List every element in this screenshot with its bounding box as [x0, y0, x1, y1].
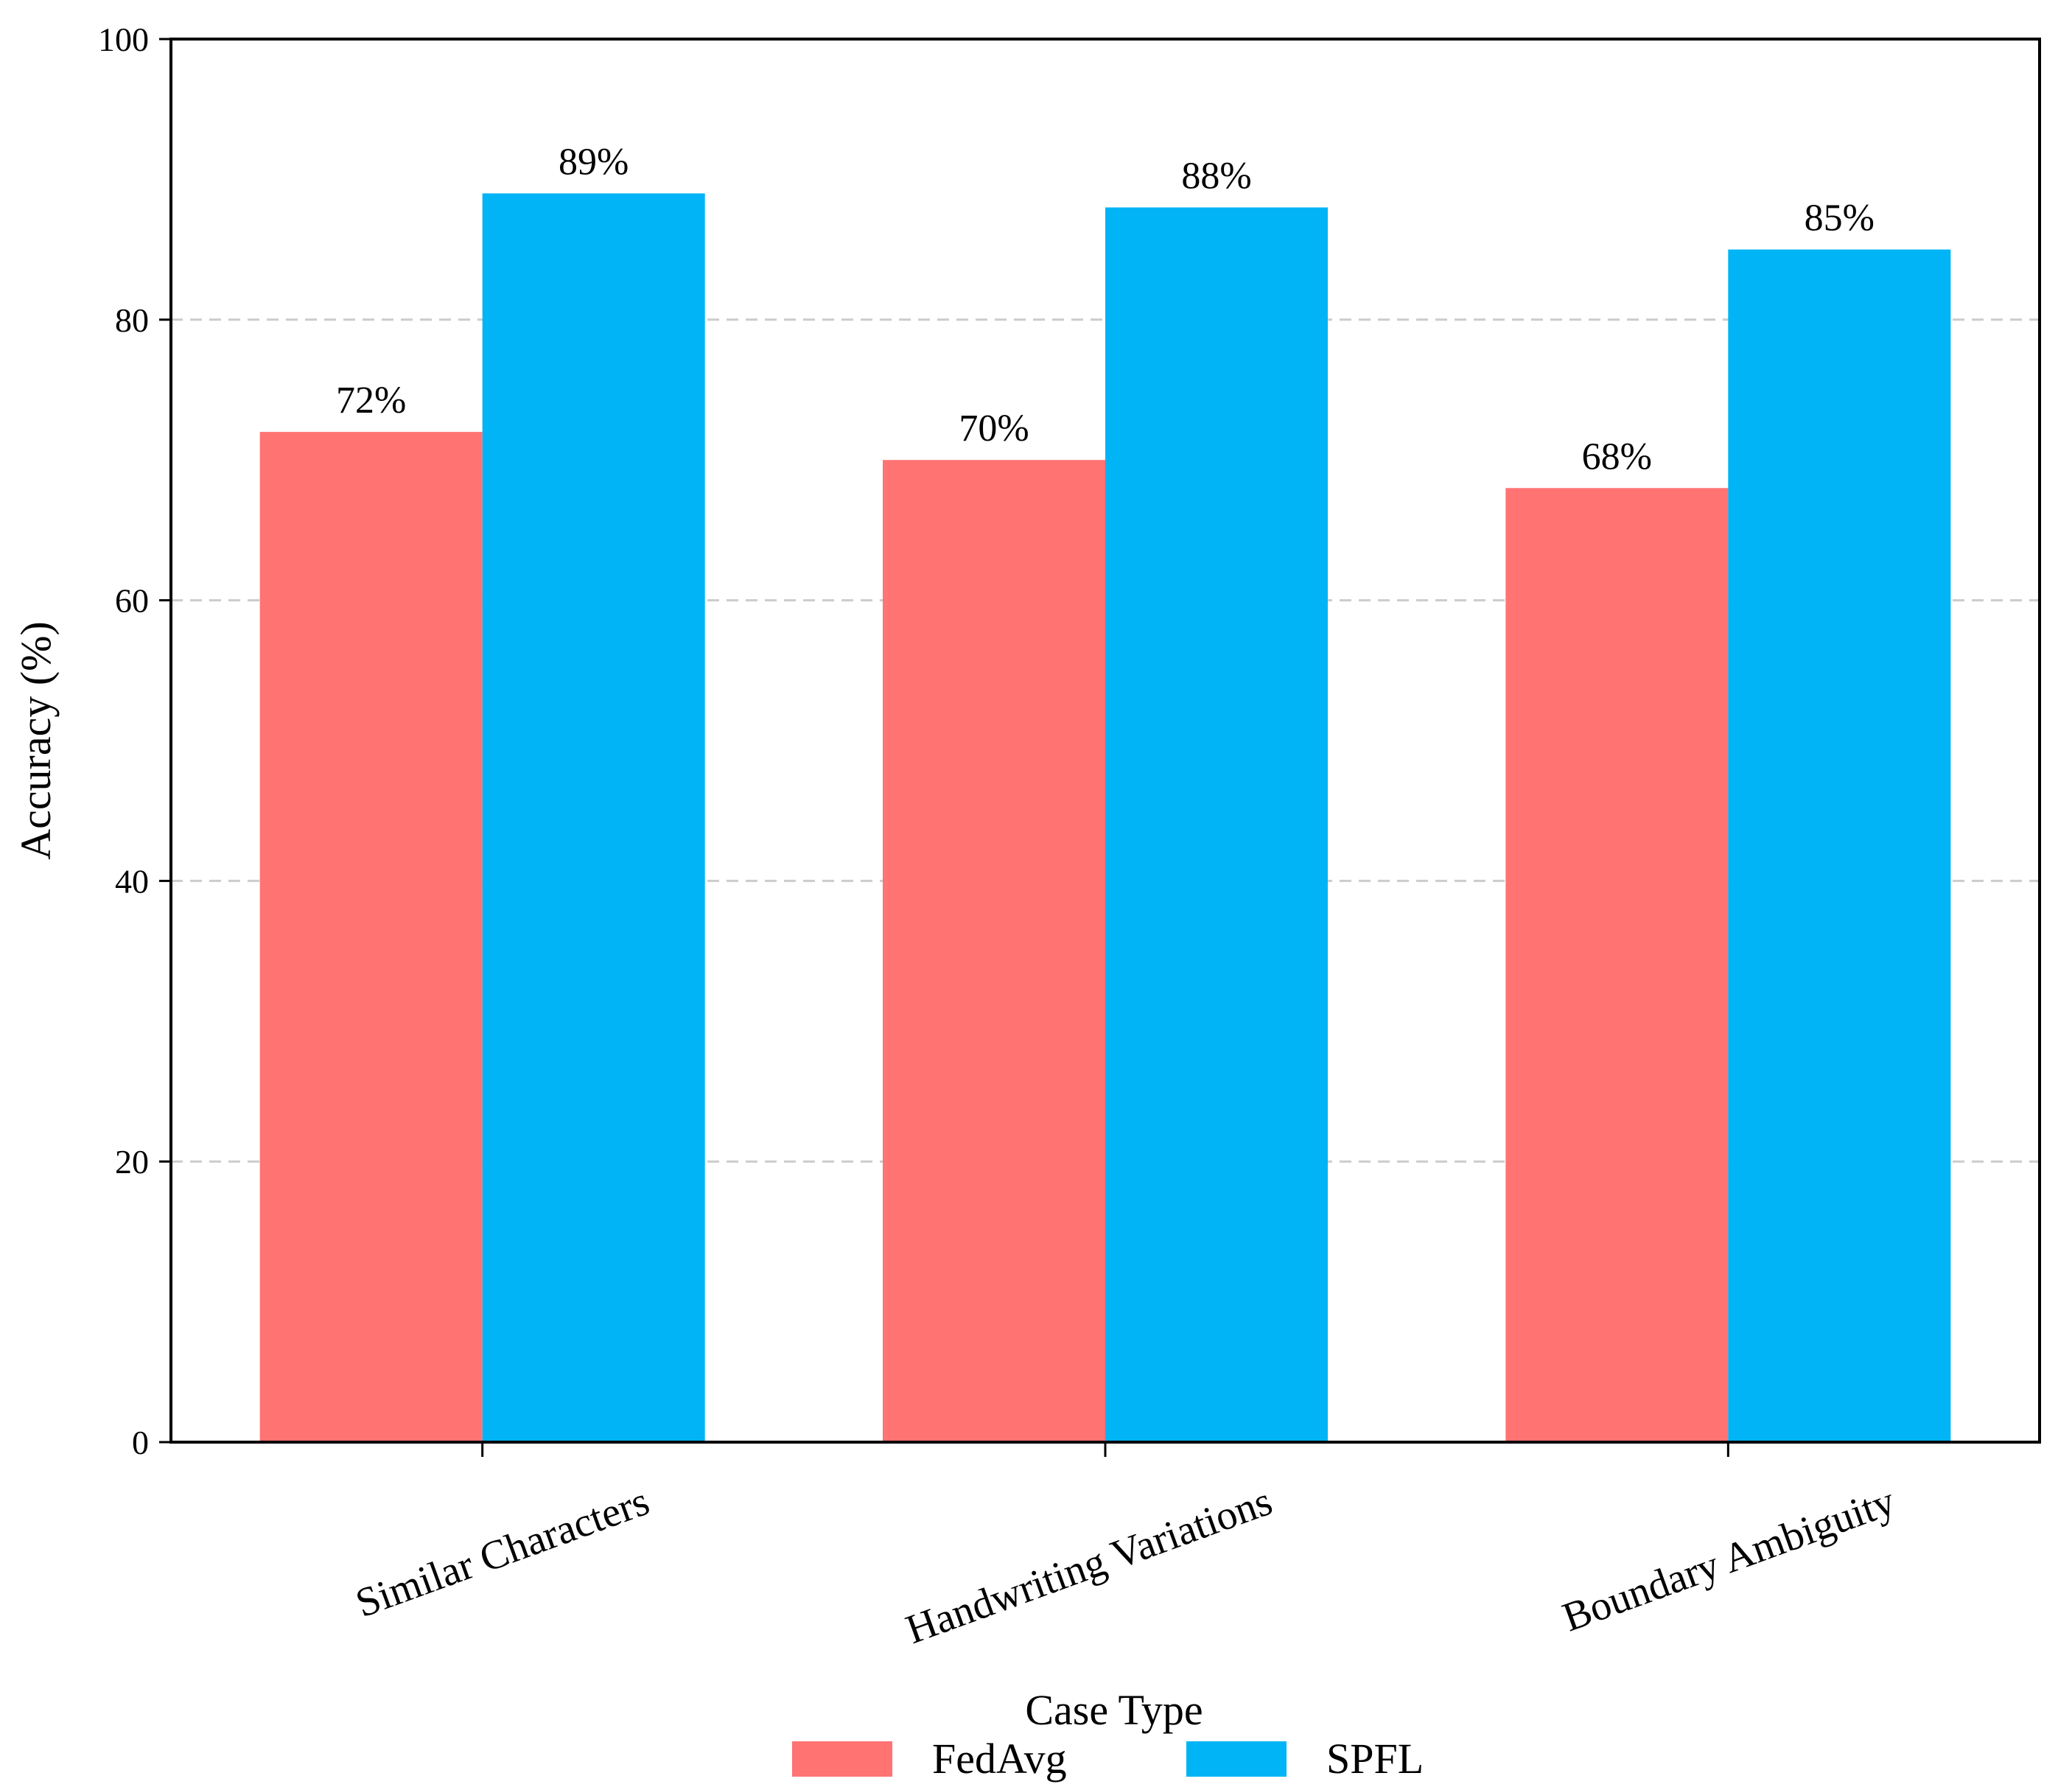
- y-axis-title: Accuracy (%): [12, 621, 60, 860]
- bar-spfl: [482, 193, 705, 1443]
- data-label-spfl: 89%: [559, 141, 629, 183]
- data-labels: 72% 89% 70% 88% 68% 85%: [336, 141, 1875, 478]
- legend-item-fedavg[interactable]: FedAvg: [792, 1735, 1067, 1783]
- y-tick-label: 80: [115, 301, 149, 339]
- bar-spfl: [1728, 249, 1951, 1443]
- data-label-spfl: 88%: [1181, 155, 1251, 197]
- x-tick-label: Boundary Ambiguity: [1557, 1478, 1901, 1641]
- legend-label: FedAvg: [932, 1735, 1067, 1783]
- data-label-spfl: 85%: [1805, 197, 1875, 239]
- data-label-fedavg: 72%: [336, 380, 406, 422]
- y-tick-label: 60: [115, 582, 149, 620]
- y-tick-label: 0: [132, 1424, 149, 1461]
- legend[interactable]: FedAvg SPFL: [792, 1735, 1424, 1783]
- legend-label: SPFL: [1326, 1735, 1424, 1783]
- legend-swatch: [1186, 1741, 1287, 1777]
- x-tick-label: Similar Characters: [350, 1478, 655, 1626]
- y-tick-label: 20: [115, 1143, 149, 1181]
- data-label-fedavg: 70%: [959, 408, 1029, 450]
- bar-fedavg: [883, 460, 1105, 1443]
- bar-fedavg: [259, 432, 483, 1442]
- x-tick-label: Handwriting Variations: [900, 1478, 1278, 1653]
- bar-spfl: [1105, 207, 1328, 1443]
- x-axis-title: Case Type: [1025, 1686, 1203, 1734]
- bars: [259, 193, 1951, 1443]
- legend-swatch: [792, 1741, 892, 1777]
- data-label-fedavg: 68%: [1582, 436, 1652, 478]
- legend-item-spfl[interactable]: SPFL: [1186, 1735, 1424, 1783]
- y-tick-label: 40: [115, 862, 149, 900]
- y-tick-label: 100: [98, 21, 149, 58]
- bar-fedavg: [1505, 488, 1729, 1442]
